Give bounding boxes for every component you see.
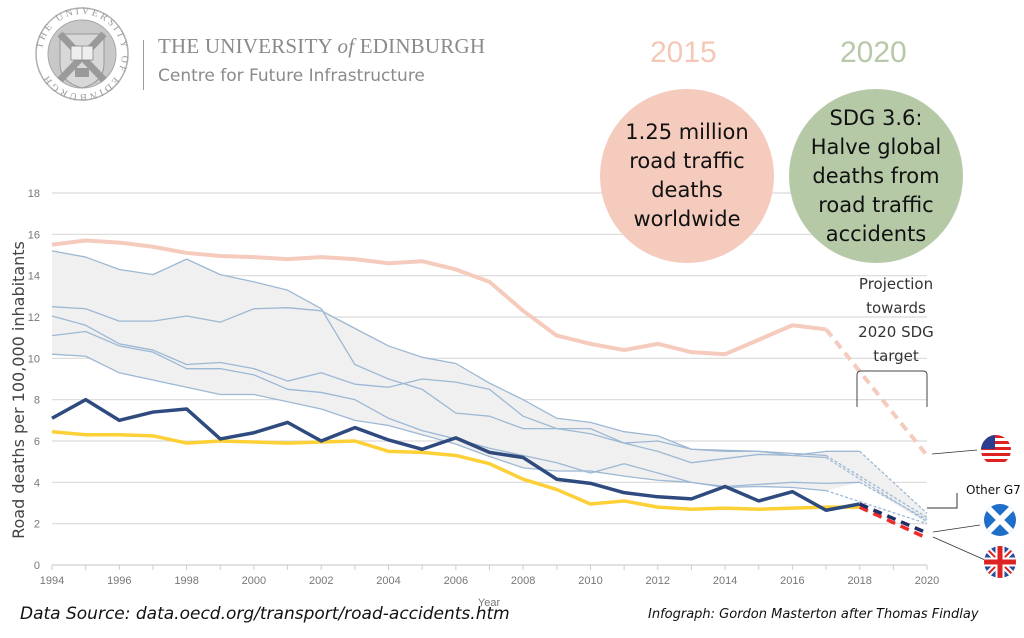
x-axis-ticks: 1994 1996 1998 2000 2002 2004 2006 2008 2010 2012…: [40, 575, 939, 587]
deaths-2015-text: 1.25 million road traffic deaths worldwide: [625, 118, 748, 234]
x-tick-label: 1998: [174, 575, 198, 587]
series-line-other-g7-e: [51, 353, 827, 492]
year-2020-heading: 2020: [840, 36, 907, 69]
sdg-target-bubble: SDG 3.6: Halve global deaths from road traf…: [789, 89, 963, 263]
y-tick-label: 2: [34, 519, 40, 531]
deaths-2015-line: road traffic: [629, 149, 745, 173]
university-name-post: EDINBURGH: [354, 34, 486, 58]
y-tick-label: 16: [28, 229, 40, 241]
y-tick-label: 10: [28, 353, 40, 365]
projection-line-other-g7-d: [859, 481, 928, 521]
data-source: Data Source: data.oecd.org/transport/roa…: [20, 604, 510, 624]
x-tick-label: 2018: [847, 575, 871, 587]
x-tick-label: 2020: [915, 575, 939, 587]
y-tick-label: 0: [34, 560, 40, 572]
y-tick-label: 14: [28, 271, 40, 283]
series-line-united-states: [51, 238, 827, 357]
uk-leader-line: [932, 536, 986, 561]
other-g7-bracket: [927, 493, 958, 509]
scotland-flag-icon: [984, 504, 1016, 536]
deaths-2015-line: worldwide: [633, 207, 741, 231]
series-line-other-g7-c: [51, 315, 827, 464]
x-tick-label: 1996: [107, 575, 131, 587]
sdg-target-line: SDG 3.6:: [829, 105, 923, 130]
y-tick-label: 6: [34, 436, 40, 448]
y-axis-label: Road deaths per 100,000 inhabitants: [9, 241, 28, 539]
sdg-target-line: deaths from: [812, 163, 940, 188]
x-tick-label: 2014: [713, 575, 737, 587]
other-g7-band: [52, 250, 927, 524]
series-line-other-g7-b: [51, 306, 860, 457]
y-tick-label: 4: [34, 477, 40, 489]
logo-divider: [143, 40, 144, 90]
x-tick-label: 2012: [646, 575, 670, 587]
other-g7-range-band: [52, 250, 927, 524]
deaths-2015-bubble: 1.25 million road traffic deaths worldwide: [600, 89, 774, 263]
x-tick-label: 2016: [780, 575, 804, 587]
y-tick-label: 12: [28, 312, 40, 324]
x-tick-label: 2006: [444, 575, 468, 587]
y-axis-ticks: 0 2 4 6 8 10 12 14 16 18: [28, 188, 40, 572]
year-2015-heading: 2015: [650, 36, 717, 69]
x-tick-label: 1994: [40, 575, 64, 587]
series-line-scotland: [51, 397, 861, 512]
infograph-credit: Infograph: Gordon Masterton after Thomas…: [648, 607, 979, 622]
university-name: THE UNIVERSITY of EDINBURGH: [158, 34, 485, 59]
x-tick-label: 2010: [578, 575, 602, 587]
x-tick-label: 2000: [242, 575, 266, 587]
scotland-leader-line: [932, 524, 981, 533]
deaths-2015-line: deaths: [651, 178, 723, 202]
x-tick-label: 2004: [376, 575, 400, 587]
projection-line-scotland: [859, 502, 928, 535]
series-layer: [51, 238, 929, 540]
projection-line-other-g7-b: [859, 450, 928, 514]
projection-note: Projection towards 2020 SDG target: [846, 272, 946, 368]
y-tick-label: 18: [28, 188, 40, 200]
university-name-pre: THE UNIVERSITY: [158, 34, 338, 58]
sdg-target-line: Halve global: [810, 134, 942, 159]
deaths-2015-line: 1.25 million: [625, 120, 749, 144]
sdg-target-text: SDG 3.6: Halve global deaths from road traf…: [811, 104, 942, 249]
projection-note-line: target: [873, 347, 919, 365]
sdg-target-line: road traffic: [818, 192, 934, 217]
x-tick-label: 2002: [309, 575, 333, 587]
projection-line-united-states: [824, 328, 929, 457]
university-name-of: of: [337, 34, 355, 58]
other-g7-label: Other G7: [966, 483, 1021, 497]
sdg-target-line: accidents: [825, 221, 927, 246]
us-leader-line: [931, 449, 978, 455]
centre-name: Centre for Future Infrastructure: [158, 66, 425, 86]
projection-line-united-kingdom: [858, 505, 928, 540]
projection-note-line: towards: [866, 299, 926, 317]
y-tick-label: 8: [34, 395, 40, 407]
uk-flag-icon: [984, 546, 1016, 578]
university-seal-icon: THE UNIVERSITY OF EDINBURGH: [34, 6, 129, 102]
projection-line-other-g7-e: [825, 489, 928, 525]
projection-note-line: 2020 SDG: [858, 323, 934, 341]
series-line-united-kingdom: [51, 429, 860, 511]
projection-note-line: Projection: [858, 275, 934, 293]
projection-bracket: [856, 370, 928, 407]
us-flag-icon: [981, 435, 1011, 465]
x-axis-label: Year: [478, 597, 501, 609]
x-tick-label: 2008: [511, 575, 535, 587]
